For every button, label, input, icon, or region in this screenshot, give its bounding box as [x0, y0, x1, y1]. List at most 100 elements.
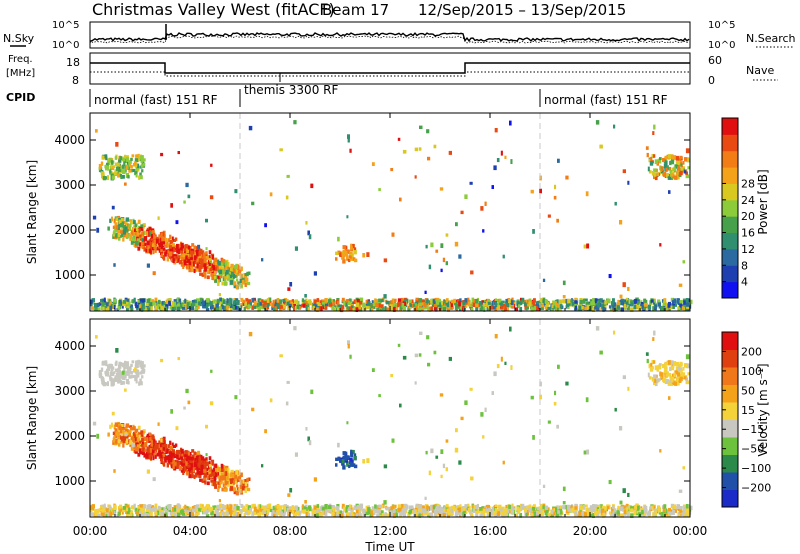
velocity-cell [94, 512, 98, 517]
power-cell [121, 224, 124, 228]
velocity-cell [279, 505, 283, 511]
velocity-cell [199, 460, 202, 465]
velocity-cell [118, 425, 122, 431]
velocity-cell [498, 504, 502, 508]
power-cell [137, 228, 140, 233]
velocity-cell [292, 510, 295, 515]
power-cell [237, 281, 240, 285]
power-cell [245, 302, 247, 306]
power-cell [165, 249, 169, 254]
velocity-scatter [90, 326, 693, 519]
power-cell [264, 223, 267, 228]
power-cell [221, 281, 224, 286]
velocity-cell [239, 482, 242, 488]
power-cell [292, 303, 296, 309]
power-cell [229, 307, 233, 311]
power-cell [500, 305, 504, 310]
power-cell [128, 301, 131, 306]
power-cell [140, 164, 144, 168]
power-cell [539, 297, 543, 303]
velocity-cell [140, 365, 143, 370]
velocity-cell [589, 505, 593, 509]
velocity-cell [517, 510, 521, 514]
power-cell [128, 226, 131, 231]
power-cell [248, 125, 253, 131]
velocity-cell [160, 447, 163, 453]
velocity-cell [390, 506, 393, 511]
power-cell [433, 144, 437, 149]
power-cell [464, 194, 468, 199]
power-cell [559, 299, 562, 303]
velocity-cell [151, 440, 155, 445]
velocity-cell [508, 504, 511, 510]
velocity-cell [208, 474, 211, 479]
noise-left-tick-bottom: 10^0 [52, 40, 79, 51]
power-cell [149, 231, 153, 236]
power-cell [168, 300, 171, 305]
velocity-cell [348, 465, 351, 469]
power-cell [261, 299, 264, 303]
power-cell [150, 234, 154, 239]
power-cell [685, 157, 690, 163]
power-cell [106, 162, 109, 167]
velocity-cell [335, 512, 340, 518]
power-cell [397, 301, 401, 307]
nave-label: Nave [746, 64, 774, 77]
velocity-cell [164, 512, 168, 517]
power-cell [133, 220, 136, 225]
power-cell [145, 302, 149, 307]
power-cell [648, 170, 652, 174]
velocity-cell [351, 514, 355, 518]
velocity-cell [199, 470, 203, 476]
velocity-cell [221, 472, 224, 477]
power-cell [171, 254, 175, 258]
power-cell [171, 243, 175, 247]
velocity-cell [662, 507, 666, 513]
velocity-cell [174, 443, 178, 447]
velocity-cell [139, 504, 143, 508]
power-cell [355, 300, 359, 306]
velocity-cell [523, 508, 527, 513]
power-cell [613, 302, 617, 307]
power-cell [133, 297, 136, 303]
power-cell [445, 233, 449, 237]
power-cell [126, 300, 130, 305]
velocity-cell [657, 505, 661, 511]
velocity-cell [121, 511, 124, 515]
cpid-segment-1: themis 3300 RF [244, 83, 338, 97]
power-cell [158, 234, 162, 238]
power-cell [520, 297, 523, 303]
velocity-cell [107, 512, 111, 518]
velocity-cell [187, 461, 191, 465]
power-cell [247, 299, 252, 305]
power-cell [184, 298, 187, 304]
power-cell [173, 301, 177, 306]
power-cell [687, 166, 690, 170]
power-cell [424, 290, 427, 294]
velocity-cell [653, 505, 656, 509]
power-cell [335, 251, 339, 255]
velocity-cell [556, 505, 559, 510]
power-cell [143, 247, 147, 252]
velocity-cell [205, 467, 209, 472]
power-cell [304, 294, 307, 298]
power-cell [499, 302, 503, 306]
velocity-cell [593, 508, 596, 512]
power-cell [430, 306, 434, 311]
power-cell [138, 242, 142, 247]
velocity-cell [286, 507, 290, 512]
power-cell [415, 297, 419, 302]
velocity-cell [427, 513, 430, 518]
power-cell [137, 219, 141, 224]
velocity-cell [630, 506, 634, 510]
power-cell [339, 307, 344, 313]
power-cell [504, 305, 507, 310]
noise-frame [89, 21, 691, 49]
velocity-cell [365, 505, 368, 511]
power-cell [152, 271, 156, 276]
power-cell [486, 306, 490, 311]
velocity-cell [200, 507, 204, 513]
velocity-cell [142, 364, 146, 368]
velocity-cell [233, 487, 237, 492]
power-cell [184, 244, 188, 249]
